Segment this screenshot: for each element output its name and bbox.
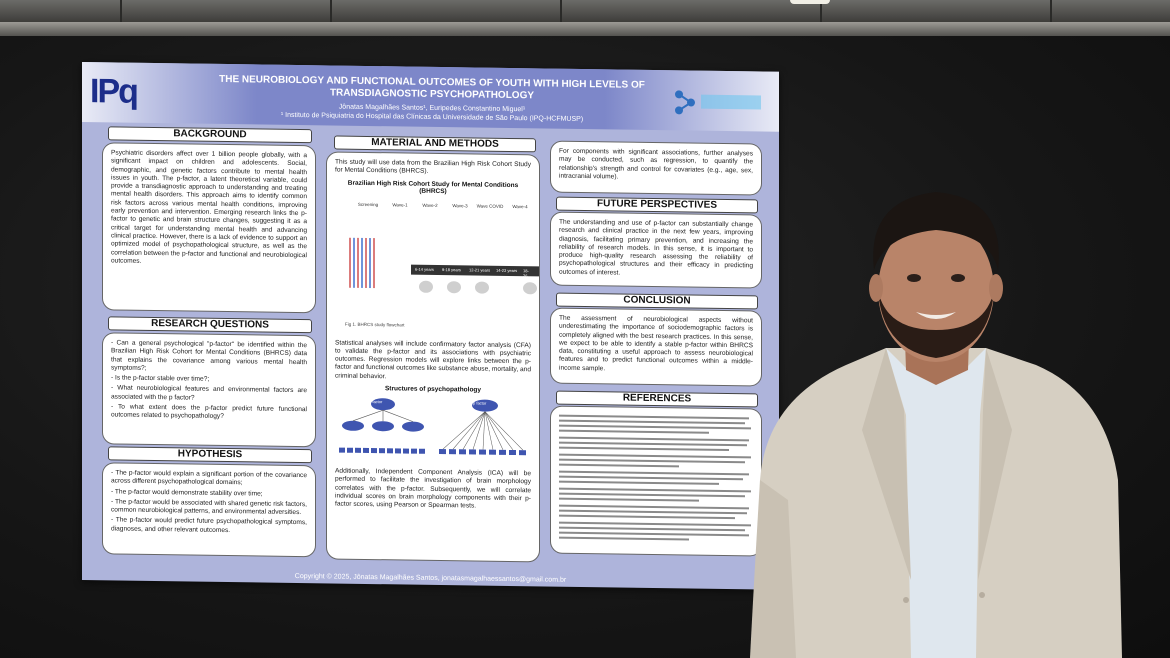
poster-title: THE NEUROBIOLOGY AND FUNCTIONAL OUTCOMES… xyxy=(202,74,662,104)
age-seg-3: 12-21 years xyxy=(469,266,491,273)
presenter-person xyxy=(750,192,1122,658)
age-seg-4: 14-23 years xyxy=(496,267,518,273)
references-box xyxy=(550,405,762,557)
right-intro-box: For components with significant associat… xyxy=(550,140,762,196)
conclusion-box: The assessment of neurobiological aspect… xyxy=(550,307,762,387)
right-intro-text: For components with significant associat… xyxy=(559,147,753,181)
ceiling xyxy=(0,0,1170,22)
p-factor-node-left: p factor xyxy=(369,399,383,405)
structures-title: Structures of psychopathology xyxy=(384,385,482,394)
rq-item-1: - Can a general psychological "p-factor"… xyxy=(111,339,307,372)
poster-authors: Jônatas Magalhães Santos¹, Euripedes Con… xyxy=(202,101,662,125)
research-questions-heading: RESEARCH QUESTIONS xyxy=(108,316,312,334)
brain-icon xyxy=(447,280,461,293)
conclusion-heading: CONCLUSION xyxy=(556,292,758,310)
age-seg-1: 6-14 years xyxy=(415,266,434,272)
wave-label-4: Wave-4 xyxy=(512,203,528,209)
rq-item-2: - Is the p-factor stable over time?; xyxy=(111,374,210,383)
brain-icon xyxy=(523,281,537,294)
conclusion-text: The assessment of neurobiological aspect… xyxy=(559,314,753,373)
future-box: The understanding and use of p-factor ca… xyxy=(550,211,762,289)
poster: IPq THE NEUROBIOLOGY AND FUNCTIONAL OUTC… xyxy=(82,62,779,590)
rq-item-4: - To what extent does the p-factor predi… xyxy=(111,403,307,421)
ipq-logo: IPq xyxy=(90,72,137,111)
methods-box: This study will use data from the Brazil… xyxy=(326,151,540,563)
hypothesis-heading: HYPOTHESIS xyxy=(108,446,312,464)
bhrcs-flowchart: Screening Wave-1 Wave-2 Wave-3 Wave COVI… xyxy=(335,197,540,338)
wave-label-2: Wave-2 xyxy=(422,202,438,208)
wave-label-covid: Wave COVID xyxy=(476,203,504,209)
wave-label-screening: Screening xyxy=(357,201,379,207)
references-text-block-icon xyxy=(559,414,751,541)
structure-diagram-icon xyxy=(339,398,526,456)
future-text: The understanding and use of p-factor ca… xyxy=(559,218,753,277)
hyp-item-3: - The p-factor would be associated with … xyxy=(111,498,307,517)
institution-logo-icon xyxy=(675,90,761,115)
hypothesis-box: - The p-factor would explain a significa… xyxy=(102,462,316,558)
hyp-item-4: - The p-factor would predict future psyc… xyxy=(111,516,307,534)
methods-heading: MATERIAL AND METHODS xyxy=(334,135,536,153)
cohort-pictogram xyxy=(349,237,377,288)
future-heading: FUTURE PERSPECTIVES xyxy=(556,196,758,214)
structures-diagram: p factor p factor xyxy=(335,396,531,467)
references-heading: REFERENCES xyxy=(556,390,758,408)
methods-intro: This study will use data from the Brazil… xyxy=(335,158,531,176)
research-questions-box: - Can a general psychological "p-factor"… xyxy=(102,332,316,448)
methods-analysis: Statistical analyses will include confir… xyxy=(335,339,531,381)
bhrcs-figure-title: Brazilian High Risk Cohort Study for Men… xyxy=(347,179,519,195)
brain-icon xyxy=(419,280,433,293)
age-seg-5: 18-26 years xyxy=(523,267,533,283)
background-text: Psychiatric disorders affect over 1 bill… xyxy=(111,149,307,265)
hyp-item-2: - The p-factor would demonstrate stabili… xyxy=(111,487,263,498)
wave-label-1: Wave-1 xyxy=(392,201,408,208)
background-box: Psychiatric disorders affect over 1 bill… xyxy=(102,142,316,314)
wall-rail xyxy=(0,22,1170,36)
rq-item-3: - What neurobiological features and envi… xyxy=(111,384,307,402)
background-heading: BACKGROUND xyxy=(108,126,312,144)
p-factor-node-right: p factor xyxy=(473,400,487,406)
age-seg-2: 9-18 years xyxy=(442,266,461,272)
poster-banner: IPq THE NEUROBIOLOGY AND FUNCTIONAL OUTC… xyxy=(82,62,779,132)
wave-label-3: Wave-3 xyxy=(452,202,468,208)
brain-icon xyxy=(475,281,489,294)
methods-ica: Additionally, Independent Component Anal… xyxy=(335,467,531,510)
hyp-item-1: - The p-factor would explain a significa… xyxy=(111,469,307,487)
flowchart-caption: Fig 1. BHRCS study flowchart xyxy=(345,321,405,328)
